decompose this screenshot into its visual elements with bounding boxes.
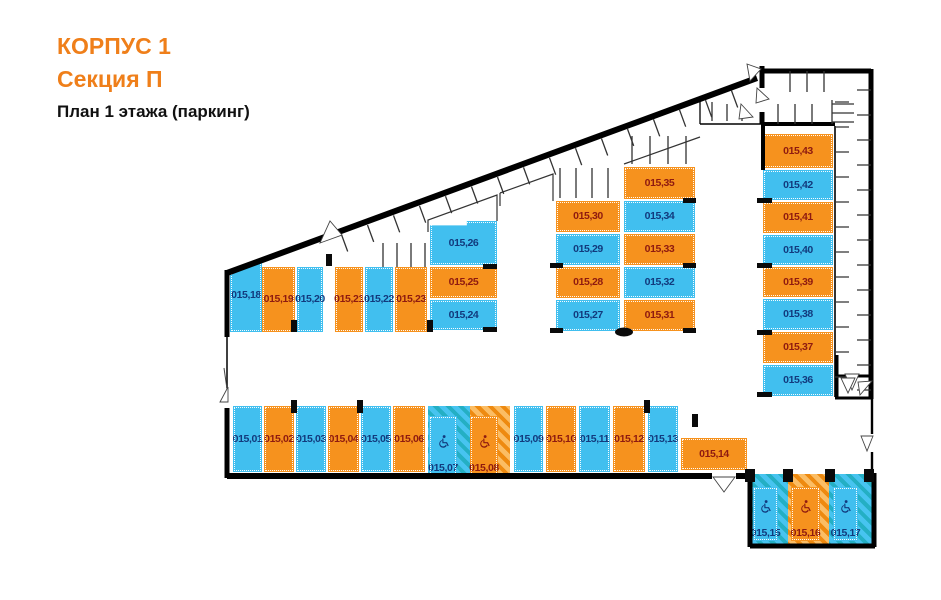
parking-space-015.11[interactable]: 015,11 [579,406,610,472]
parking-space-015.23[interactable]: 015,23 [395,267,427,332]
parking-space-015.15[interactable]: 015,15 [750,487,781,541]
parking-space-015.43[interactable]: 015,43 [763,134,833,168]
parking-space-label: 015,11 [579,432,610,445]
parking-space-label: 015,22 [364,293,394,306]
parking-space-015.28[interactable]: 015,28 [556,267,620,298]
parking-space-label: 015,42 [783,178,813,191]
parking-space-label: 015,05 [361,432,391,445]
parking-space-label: 015,09 [513,432,544,445]
parking-space-label: 015,19 [263,293,294,306]
parking-space-label: 015,06 [394,432,424,445]
parking-space-015.13[interactable]: 015,13 [648,406,678,472]
parking-space-label: 015,36 [783,374,813,387]
parking-space-015.32[interactable]: 015,32 [624,267,695,298]
parking-space-label: 015,28 [573,276,603,289]
parking-space-label: 015,20 [295,293,325,306]
parking-space-015.35[interactable]: 015,35 [624,167,695,199]
parking-space-label: 015,34 [644,210,675,223]
parking-space-015.39[interactable]: 015,39 [763,267,833,297]
parking-space-label: 015,26 [448,236,479,249]
parking-space-015.26[interactable]: 015,26 [430,221,497,265]
parking-space-label: 015,10 [546,432,576,445]
parking-space-015.21[interactable]: 015,21 [334,267,364,332]
parking-space-015.42[interactable]: 015,42 [763,170,833,200]
wheelchair-icon [761,499,771,513]
parking-space-label: 015,27 [573,309,603,322]
parking-space-015.36[interactable]: 015,36 [763,365,833,396]
parking-space-label: 015,39 [783,275,813,288]
parking-space-015.16[interactable]: 015,16 [790,487,821,541]
parking-space-015.03[interactable]: 015,03 [296,406,326,472]
parking-space-015.07[interactable]: 015,07 [428,416,458,476]
section-title: Секция П [57,66,163,92]
parking-space-015.04[interactable]: 015,04 [328,406,359,472]
parking-space-label: 015,01 [232,432,263,445]
parking-space-label: 015,38 [783,308,813,321]
parking-space-015.29[interactable]: 015,29 [556,234,620,265]
parking-space-label: 015,02 [264,432,294,445]
parking-space-015.22[interactable]: 015,22 [364,267,394,332]
parking-space-015.01[interactable]: 015,01 [232,406,263,472]
parking-space-015.38[interactable]: 015,38 [763,299,833,330]
parking-space-label: 015,23 [396,293,426,306]
parking-space-label: 015,18 [231,289,261,302]
parking-space-015.37[interactable]: 015,37 [763,332,833,363]
parking-space-label: 015,37 [783,341,813,354]
wheelchair-icon [801,499,811,513]
parking-space-label: 015,32 [644,276,675,289]
wheelchair-icon [841,499,851,513]
parking-space-015.33[interactable]: 015,33 [624,234,695,265]
wheelchair-icon [438,434,449,448]
parking-space-015.20[interactable]: 015,20 [295,267,325,332]
parking-space-label: 015,03 [296,432,326,445]
plan-title: План 1 этажа (паркинг) [57,102,250,121]
parking-space-015.19[interactable]: 015,19 [262,267,295,332]
parking-space-label: 015,29 [573,243,603,256]
parking-space-015.12[interactable]: 015,12 [613,406,645,472]
parking-space-label: 015,31 [644,309,675,322]
parking-space-015.25[interactable]: 015,25 [430,267,497,298]
parking-space-label: 015,35 [644,176,675,189]
parking-space-015.30[interactable]: 015,30 [556,201,620,232]
parking-space-015.27[interactable]: 015,27 [556,300,620,331]
parking-space-label: 015,16 [790,526,821,539]
parking-space-label: 015,12 [614,432,644,445]
parking-space-label: 015,17 [830,526,861,539]
parking-space-label: 015,25 [448,276,479,289]
parking-space-015.31[interactable]: 015,31 [624,300,695,331]
parking-space-015.34[interactable]: 015,34 [624,201,695,232]
parking-space-label: 015,08 [469,461,499,474]
parking-space-015.06[interactable]: 015,06 [393,406,425,472]
parking-space-015.40[interactable]: 015,40 [763,235,833,265]
building-title: КОРПУС 1 [57,33,171,59]
parking-space-label: 015,30 [573,210,603,223]
parking-space-label: 015,04 [328,432,359,445]
parking-space-015.14[interactable]: 015,14 [681,438,747,470]
parking-space-label: 015,21 [334,293,364,306]
parking-space-015.17[interactable]: 015,17 [830,487,861,541]
parking-space-015.18[interactable]: 015,18 [230,259,262,332]
parking-space-label: 015,41 [783,211,813,224]
parking-space-015.41[interactable]: 015,41 [763,202,833,233]
parking-space-015.09[interactable]: 015,09 [513,406,544,472]
parking-space-label: 015,15 [750,526,781,539]
parking-space-label: 015,43 [783,144,813,157]
wheelchair-icon [479,434,490,448]
parking-space-label: 015,24 [448,308,479,321]
parking-space-015.24[interactable]: 015,24 [430,300,497,330]
parking-space-label: 015,13 [648,432,678,445]
parking-space-label: 015,07 [428,461,458,474]
parking-space-label: 015,33 [644,243,675,256]
parking-space-015.02[interactable]: 015,02 [264,406,294,472]
parking-space-015.05[interactable]: 015,05 [361,406,391,472]
parking-space-label: 015,14 [699,447,729,460]
parking-space-015.08[interactable]: 015,08 [469,416,499,476]
parking-space-label: 015,40 [783,243,813,256]
parking-space-015.10[interactable]: 015,10 [546,406,576,472]
